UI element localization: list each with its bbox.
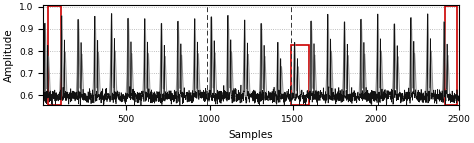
Bar <box>48 6 61 105</box>
Bar <box>291 45 310 105</box>
X-axis label: Samples: Samples <box>229 130 273 140</box>
Bar <box>445 6 457 105</box>
Y-axis label: Amplitude: Amplitude <box>3 28 13 82</box>
